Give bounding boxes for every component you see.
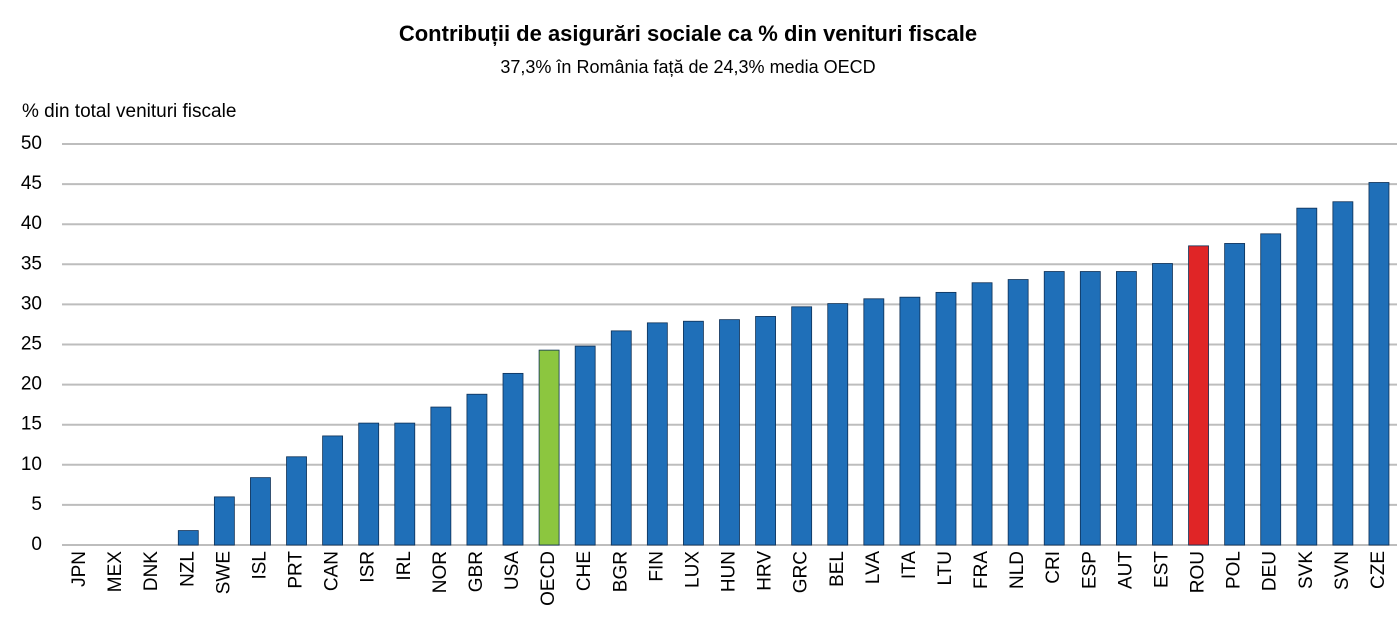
bar: [466, 393, 488, 546]
x-tick-label: NZL: [177, 551, 198, 587]
bar: [358, 422, 380, 546]
bar: [827, 303, 849, 546]
x-tick-label: POL: [1224, 551, 1245, 589]
x-tick-label: ITA: [899, 551, 920, 579]
bar: [646, 322, 668, 546]
x-tick-label: ROU: [1188, 551, 1209, 593]
x-tick-label: DEU: [1260, 551, 1281, 591]
x-tick-label: SWE: [213, 551, 234, 594]
y-tick-label: 5: [31, 494, 42, 515]
x-tick-label: CRI: [1043, 551, 1064, 584]
x-tick-label: NOR: [430, 551, 451, 593]
x-tick-label: SVK: [1296, 551, 1317, 589]
y-tick-label: 0: [31, 534, 42, 555]
bar: [1332, 201, 1354, 546]
x-tick-label: BEL: [827, 551, 848, 587]
x-tick-label: CAN: [322, 551, 343, 591]
y-tick-label: 40: [21, 213, 42, 234]
bar: [755, 316, 776, 546]
bar: [177, 530, 199, 546]
bar: [935, 291, 957, 546]
x-tick-label: GRC: [791, 551, 812, 593]
y-tick-label: 45: [21, 173, 42, 194]
x-tick-label: LVA: [863, 551, 884, 584]
bar: [791, 306, 813, 546]
bar: [430, 406, 452, 546]
x-tick-label: FRA: [971, 551, 992, 589]
bar: [899, 296, 921, 546]
bar: [1224, 243, 1246, 546]
x-tick-label: NLD: [1007, 551, 1028, 589]
y-tick-label: 30: [21, 293, 42, 314]
bar: [610, 330, 632, 546]
bar: [971, 282, 993, 546]
bar: [1043, 271, 1065, 546]
bar: [1188, 245, 1209, 546]
bar: [1079, 271, 1101, 546]
x-tick-label: LTU: [935, 551, 956, 585]
y-tick-label: 25: [21, 334, 42, 355]
x-tick-label: DNK: [141, 551, 162, 591]
bar: [1152, 263, 1173, 546]
bar: [286, 456, 307, 546]
x-tick-label: HRV: [755, 551, 776, 591]
x-tick-label: ISL: [249, 551, 270, 580]
x-tick-label: ISR: [358, 551, 379, 583]
x-tick-label: CZE: [1368, 551, 1389, 589]
bar: [213, 496, 235, 546]
x-tick-label: OECD: [538, 551, 559, 606]
y-tick-label: 20: [21, 374, 42, 395]
x-tick-label: AUT: [1115, 551, 1136, 589]
x-tick-label: ESP: [1079, 551, 1100, 589]
x-tick-label: LUX: [682, 551, 703, 588]
bar: [1007, 279, 1029, 546]
x-tick-label: JPN: [69, 551, 90, 587]
x-tick-label: USA: [502, 551, 523, 590]
y-axis-label: % din total venituri fiscale: [22, 101, 236, 122]
bar: [863, 298, 885, 546]
bar: [502, 372, 524, 546]
bar: [322, 435, 344, 546]
x-tick-label: IRL: [394, 551, 415, 581]
chart-title: Contribuții de asigurări sociale ca % di…: [399, 21, 977, 46]
x-tick-label: MEX: [105, 551, 126, 593]
bar: [394, 422, 416, 546]
x-tick-label: PRT: [286, 551, 307, 589]
bar: [250, 477, 271, 546]
chart-subtitle: 37,3% în România față de 24,3% media OEC…: [500, 57, 875, 77]
x-tick-label: EST: [1151, 551, 1172, 588]
y-tick-label: 35: [21, 253, 42, 274]
bar: [1368, 182, 1390, 546]
bar: [1296, 207, 1318, 546]
bar: [538, 349, 560, 546]
x-tick-label: BGR: [610, 551, 631, 592]
bar: [719, 319, 740, 546]
x-tick-label: HUN: [719, 551, 740, 592]
x-tick-label: GBR: [466, 551, 487, 592]
y-tick-label: 10: [21, 454, 42, 475]
x-tick-label: SVN: [1332, 551, 1353, 590]
bar: [1115, 271, 1137, 546]
bar: [1260, 233, 1282, 546]
y-tick-label: 50: [21, 133, 42, 154]
bar: [683, 320, 704, 546]
y-tick-label: 15: [21, 414, 42, 435]
x-tick-label: FIN: [646, 551, 667, 582]
bar: [574, 345, 596, 546]
x-tick-label: CHE: [574, 551, 595, 591]
